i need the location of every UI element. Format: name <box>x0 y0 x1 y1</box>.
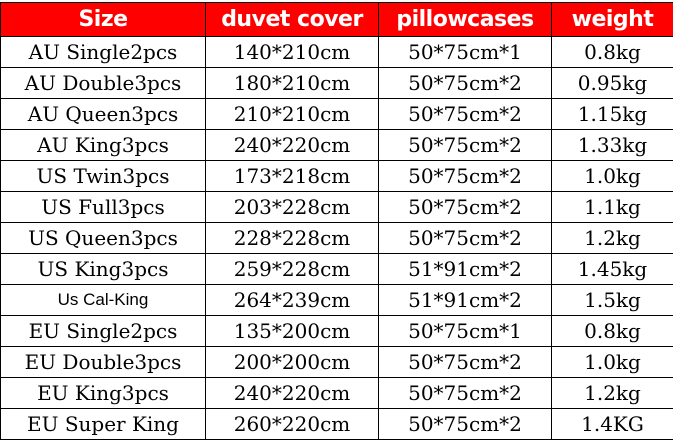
cell-pillowcases: 50*75cm*2 <box>379 409 552 440</box>
cell-duvet-cover: 180*210cm <box>206 68 379 99</box>
cell-size: AU King3pcs <box>1 130 206 161</box>
cell-size: EU King3pcs <box>1 378 206 409</box>
cell-size: EU Super King <box>1 409 206 440</box>
cell-weight: 1.5kg <box>552 285 673 316</box>
cell-size: US Twin3pcs <box>1 161 206 192</box>
cell-duvet-cover: 140*210cm <box>206 37 379 68</box>
cell-weight: 0.8kg <box>552 316 673 347</box>
cell-weight: 0.95kg <box>552 68 673 99</box>
cell-size: EU Single2pcs <box>1 316 206 347</box>
cell-weight: 1.0kg <box>552 347 673 378</box>
cell-pillowcases: 50*75cm*2 <box>379 192 552 223</box>
cell-pillowcases: 50*75cm*1 <box>379 316 552 347</box>
cell-weight: 1.15kg <box>552 99 673 130</box>
cell-pillowcases: 50*75cm*2 <box>379 223 552 254</box>
cell-pillowcases: 50*75cm*1 <box>379 37 552 68</box>
cell-pillowcases: 50*75cm*2 <box>379 347 552 378</box>
cell-pillowcases: 50*75cm*2 <box>379 130 552 161</box>
cell-size: AU Double3pcs <box>1 68 206 99</box>
cell-weight: 1.2kg <box>552 223 673 254</box>
cell-duvet-cover: 173*218cm <box>206 161 379 192</box>
header-pillowcases: pillowcases <box>379 3 552 37</box>
cell-weight: 1.0kg <box>552 161 673 192</box>
cell-duvet-cover: 135*200cm <box>206 316 379 347</box>
cell-duvet-cover: 203*228cm <box>206 192 379 223</box>
cell-duvet-cover: 264*239cm <box>206 285 379 316</box>
cell-duvet-cover: 259*228cm <box>206 254 379 285</box>
cell-duvet-cover: 228*228cm <box>206 223 379 254</box>
cell-weight: 1.33kg <box>552 130 673 161</box>
cell-pillowcases: 50*75cm*2 <box>379 378 552 409</box>
cell-pillowcases: 51*91cm*2 <box>379 254 552 285</box>
cell-pillowcases: 51*91cm*2 <box>379 285 552 316</box>
cell-duvet-cover: 260*220cm <box>206 409 379 440</box>
header-row: Size duvet cover pillowcases weight <box>1 3 673 37</box>
cell-weight: 0.8kg <box>552 37 673 68</box>
cell-size: AU Single2pcs <box>1 37 206 68</box>
cell-size: AU Queen3pcs <box>1 99 206 130</box>
cell-size: US King3pcs <box>1 254 206 285</box>
cell-size: Us Cal-King <box>1 285 206 316</box>
cell-weight: 1.4KG <box>552 409 673 440</box>
cell-size: US Queen3pcs <box>1 223 206 254</box>
cell-weight: 1.1kg <box>552 192 673 223</box>
header-weight: weight <box>552 3 673 37</box>
cell-pillowcases: 50*75cm*2 <box>379 68 552 99</box>
cell-size: EU Double3pcs <box>1 347 206 378</box>
cell-pillowcases: 50*75cm*2 <box>379 99 552 130</box>
cell-duvet-cover: 240*220cm <box>206 130 379 161</box>
cell-size: US Full3pcs <box>1 192 206 223</box>
cell-duvet-cover: 240*220cm <box>206 378 379 409</box>
cell-duvet-cover: 210*210cm <box>206 99 379 130</box>
header-size: Size <box>1 3 206 37</box>
header-duvet-cover: duvet cover <box>206 3 379 37</box>
cell-pillowcases: 50*75cm*2 <box>379 161 552 192</box>
cell-duvet-cover: 200*200cm <box>206 347 379 378</box>
cell-weight: 1.2kg <box>552 378 673 409</box>
cell-weight: 1.45kg <box>552 254 673 285</box>
